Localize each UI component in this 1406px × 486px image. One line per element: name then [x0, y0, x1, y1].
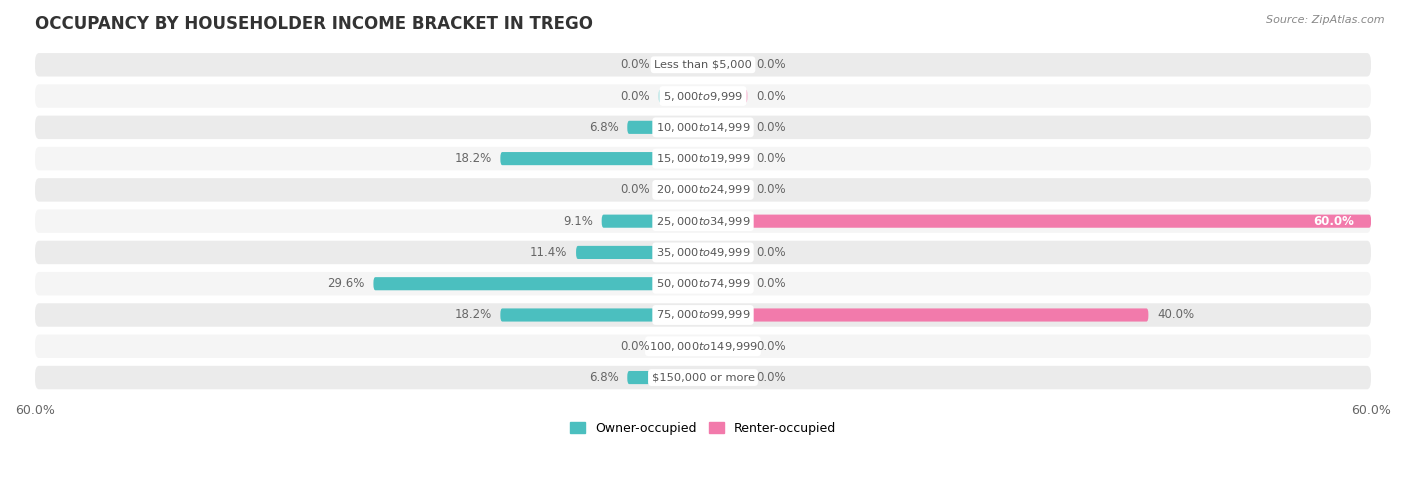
FancyBboxPatch shape — [658, 183, 703, 196]
FancyBboxPatch shape — [35, 178, 1371, 202]
FancyBboxPatch shape — [35, 53, 1371, 76]
Text: 29.6%: 29.6% — [328, 277, 364, 290]
FancyBboxPatch shape — [703, 371, 748, 384]
Text: 18.2%: 18.2% — [454, 152, 492, 165]
FancyBboxPatch shape — [658, 89, 703, 103]
Text: 0.0%: 0.0% — [756, 277, 786, 290]
FancyBboxPatch shape — [703, 58, 748, 71]
FancyBboxPatch shape — [627, 121, 703, 134]
Text: 0.0%: 0.0% — [756, 152, 786, 165]
FancyBboxPatch shape — [35, 366, 1371, 389]
Text: 0.0%: 0.0% — [620, 340, 650, 353]
Text: $25,000 to $34,999: $25,000 to $34,999 — [655, 215, 751, 227]
Text: 0.0%: 0.0% — [756, 246, 786, 259]
Text: 9.1%: 9.1% — [562, 215, 593, 227]
FancyBboxPatch shape — [703, 246, 748, 259]
Text: $10,000 to $14,999: $10,000 to $14,999 — [655, 121, 751, 134]
FancyBboxPatch shape — [703, 183, 748, 196]
Text: $5,000 to $9,999: $5,000 to $9,999 — [664, 89, 742, 103]
FancyBboxPatch shape — [703, 89, 748, 103]
FancyBboxPatch shape — [703, 121, 748, 134]
FancyBboxPatch shape — [703, 309, 1149, 322]
FancyBboxPatch shape — [658, 340, 703, 353]
FancyBboxPatch shape — [703, 215, 1371, 228]
Text: 40.0%: 40.0% — [1157, 309, 1195, 322]
FancyBboxPatch shape — [501, 152, 703, 165]
Text: $150,000 or more: $150,000 or more — [651, 373, 755, 382]
FancyBboxPatch shape — [703, 340, 748, 353]
Text: 0.0%: 0.0% — [756, 340, 786, 353]
FancyBboxPatch shape — [35, 85, 1371, 108]
Text: 0.0%: 0.0% — [756, 58, 786, 71]
FancyBboxPatch shape — [35, 209, 1371, 233]
FancyBboxPatch shape — [627, 371, 703, 384]
Text: 6.8%: 6.8% — [589, 121, 619, 134]
Text: OCCUPANCY BY HOUSEHOLDER INCOME BRACKET IN TREGO: OCCUPANCY BY HOUSEHOLDER INCOME BRACKET … — [35, 15, 593, 33]
Text: 6.8%: 6.8% — [589, 371, 619, 384]
Text: 60.0%: 60.0% — [1313, 215, 1354, 227]
FancyBboxPatch shape — [658, 58, 703, 71]
Text: $75,000 to $99,999: $75,000 to $99,999 — [655, 309, 751, 322]
Text: $20,000 to $24,999: $20,000 to $24,999 — [655, 183, 751, 196]
FancyBboxPatch shape — [35, 272, 1371, 295]
Text: 18.2%: 18.2% — [454, 309, 492, 322]
FancyBboxPatch shape — [35, 241, 1371, 264]
FancyBboxPatch shape — [35, 303, 1371, 327]
Legend: Owner-occupied, Renter-occupied: Owner-occupied, Renter-occupied — [565, 417, 841, 439]
FancyBboxPatch shape — [602, 215, 703, 228]
Text: 0.0%: 0.0% — [756, 371, 786, 384]
Text: Less than $5,000: Less than $5,000 — [654, 60, 752, 70]
FancyBboxPatch shape — [374, 277, 703, 290]
Text: $100,000 to $149,999: $100,000 to $149,999 — [648, 340, 758, 353]
Text: 0.0%: 0.0% — [620, 183, 650, 196]
FancyBboxPatch shape — [703, 152, 748, 165]
Text: 0.0%: 0.0% — [620, 58, 650, 71]
Text: 0.0%: 0.0% — [756, 183, 786, 196]
Text: 11.4%: 11.4% — [530, 246, 567, 259]
Text: 0.0%: 0.0% — [756, 121, 786, 134]
Text: $35,000 to $49,999: $35,000 to $49,999 — [655, 246, 751, 259]
Text: $15,000 to $19,999: $15,000 to $19,999 — [655, 152, 751, 165]
FancyBboxPatch shape — [703, 277, 748, 290]
FancyBboxPatch shape — [35, 147, 1371, 170]
FancyBboxPatch shape — [576, 246, 703, 259]
Text: 0.0%: 0.0% — [756, 89, 786, 103]
FancyBboxPatch shape — [501, 309, 703, 322]
Text: 0.0%: 0.0% — [620, 89, 650, 103]
Text: $50,000 to $74,999: $50,000 to $74,999 — [655, 277, 751, 290]
FancyBboxPatch shape — [35, 116, 1371, 139]
FancyBboxPatch shape — [35, 334, 1371, 358]
Text: Source: ZipAtlas.com: Source: ZipAtlas.com — [1267, 15, 1385, 25]
